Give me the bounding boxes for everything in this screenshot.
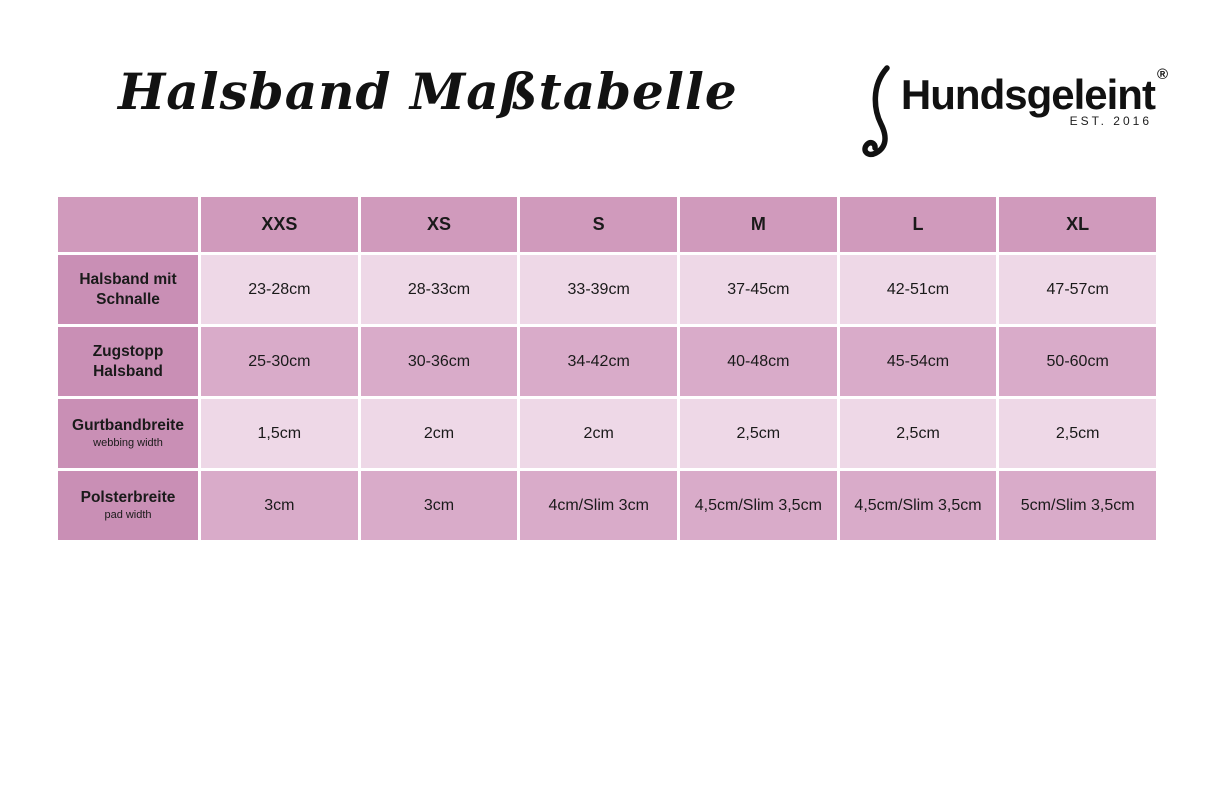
- table-header-l: L: [839, 197, 997, 252]
- row-sublabel-text: pad width: [104, 508, 152, 521]
- table-cell: 40-48cm: [680, 327, 837, 396]
- table-header-m: M: [680, 197, 837, 252]
- leash-hook-icon: [859, 64, 895, 169]
- table-cell: 30-36cm: [360, 327, 518, 396]
- table-cell: 34-42cm: [520, 327, 677, 396]
- table-cell: 25-30cm: [201, 327, 358, 396]
- size-table: XXS XS S M L XL Halsband mit Schnalle 23…: [58, 197, 1156, 540]
- table-cell: 42-51cm: [839, 255, 997, 324]
- table-cell: 45-54cm: [839, 327, 997, 396]
- row-sublabel-text: webbing width: [93, 436, 163, 449]
- table-cell: 3cm: [201, 471, 358, 540]
- table-cell: 1,5cm: [201, 399, 358, 468]
- table-cell: 2,5cm: [680, 399, 837, 468]
- page-title: Halsband Maßtabelle: [118, 62, 738, 121]
- table-header-xs: XS: [360, 197, 518, 252]
- row-label-text: Gurtbandbreite: [72, 417, 184, 435]
- table-header-empty: [58, 197, 198, 252]
- table-header-s: S: [520, 197, 677, 252]
- table-cell: 33-39cm: [520, 255, 677, 324]
- row-label-polsterbreite: Polsterbreite pad width: [58, 471, 198, 540]
- table-cell: 37-45cm: [680, 255, 837, 324]
- table-cell: 3cm: [360, 471, 518, 540]
- table-header-xl: XL: [999, 197, 1156, 252]
- table-cell: 5cm/Slim 3,5cm: [999, 471, 1156, 540]
- table-cell: 50-60cm: [999, 327, 1156, 396]
- brand-logo: Hundsgeleint ® EST. 2016: [859, 58, 1168, 169]
- registered-trademark-icon: ®: [1156, 66, 1168, 83]
- brand-established-text: EST. 2016: [1069, 114, 1152, 129]
- table-cell: 4cm/Slim 3cm: [520, 471, 677, 540]
- row-label-gurtbandbreite: Gurtbandbreite webbing width: [58, 399, 198, 468]
- row-label-halsband-mit-schnalle: Halsband mit Schnalle: [58, 255, 198, 324]
- row-label-zugstopp-halsband: Zugstopp Halsband: [58, 327, 198, 396]
- table-cell: 47-57cm: [999, 255, 1156, 324]
- table-cell: 2cm: [520, 399, 677, 468]
- brand-wordmark: Hundsgeleint: [900, 71, 1156, 118]
- table-cell: 2,5cm: [839, 399, 997, 468]
- row-label-text: Polsterbreite: [80, 489, 176, 507]
- table-cell: 23-28cm: [201, 255, 358, 324]
- table-header-xxs: XXS: [201, 197, 358, 252]
- table-cell: 2cm: [360, 399, 518, 468]
- table-cell: 2,5cm: [999, 399, 1156, 468]
- table-cell: 4,5cm/Slim 3,5cm: [680, 471, 837, 540]
- table-cell: 28-33cm: [360, 255, 518, 324]
- table-cell: 4,5cm/Slim 3,5cm: [839, 471, 997, 540]
